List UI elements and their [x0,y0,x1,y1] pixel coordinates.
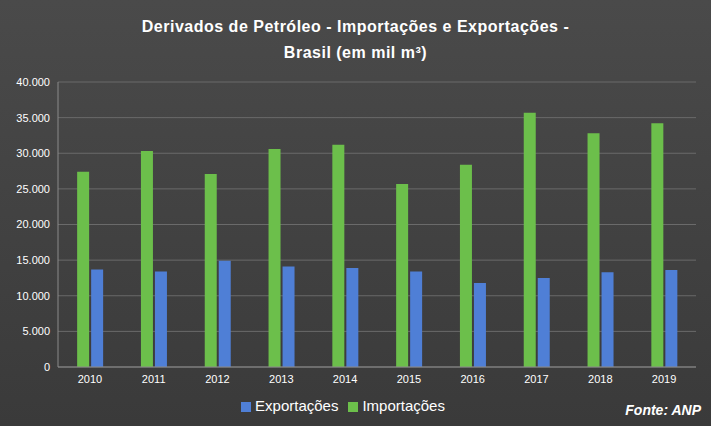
svg-text:2019: 2019 [652,373,676,385]
svg-text:2016: 2016 [460,373,484,385]
html-text:Fonte: ANP: Fonte: ANP [625,402,701,418]
html-text:Importações: Importações [362,397,445,414]
svg-text:2015: 2015 [397,373,421,385]
svg-text:25.000: 25.000 [16,183,50,195]
svg-text:20.000: 20.000 [16,218,50,230]
svg-text:40.000: 40.000 [16,76,50,88]
svg-text:35.000: 35.000 [16,112,50,124]
svg-text:2013: 2013 [269,373,293,385]
svg-text:2010: 2010 [78,373,102,385]
html-text:Exportações: Exportações [255,397,339,414]
svg-text:2012: 2012 [205,373,229,385]
svg-text:30.000: 30.000 [16,147,50,159]
svg-text:2014: 2014 [333,373,357,385]
html-text:Derivados de Petróleo - Import: Derivados de Petróleo - Importações e Ex… [141,18,570,61]
svg-text:2011: 2011 [142,373,166,385]
svg-text:2018: 2018 [588,373,612,385]
svg-text:0: 0 [44,361,50,373]
svg-text:10.000: 10.000 [16,290,50,302]
svg-text:5.000: 5.000 [22,325,50,337]
svg-text:15.000: 15.000 [16,254,50,266]
svg-text:2017: 2017 [524,373,548,385]
